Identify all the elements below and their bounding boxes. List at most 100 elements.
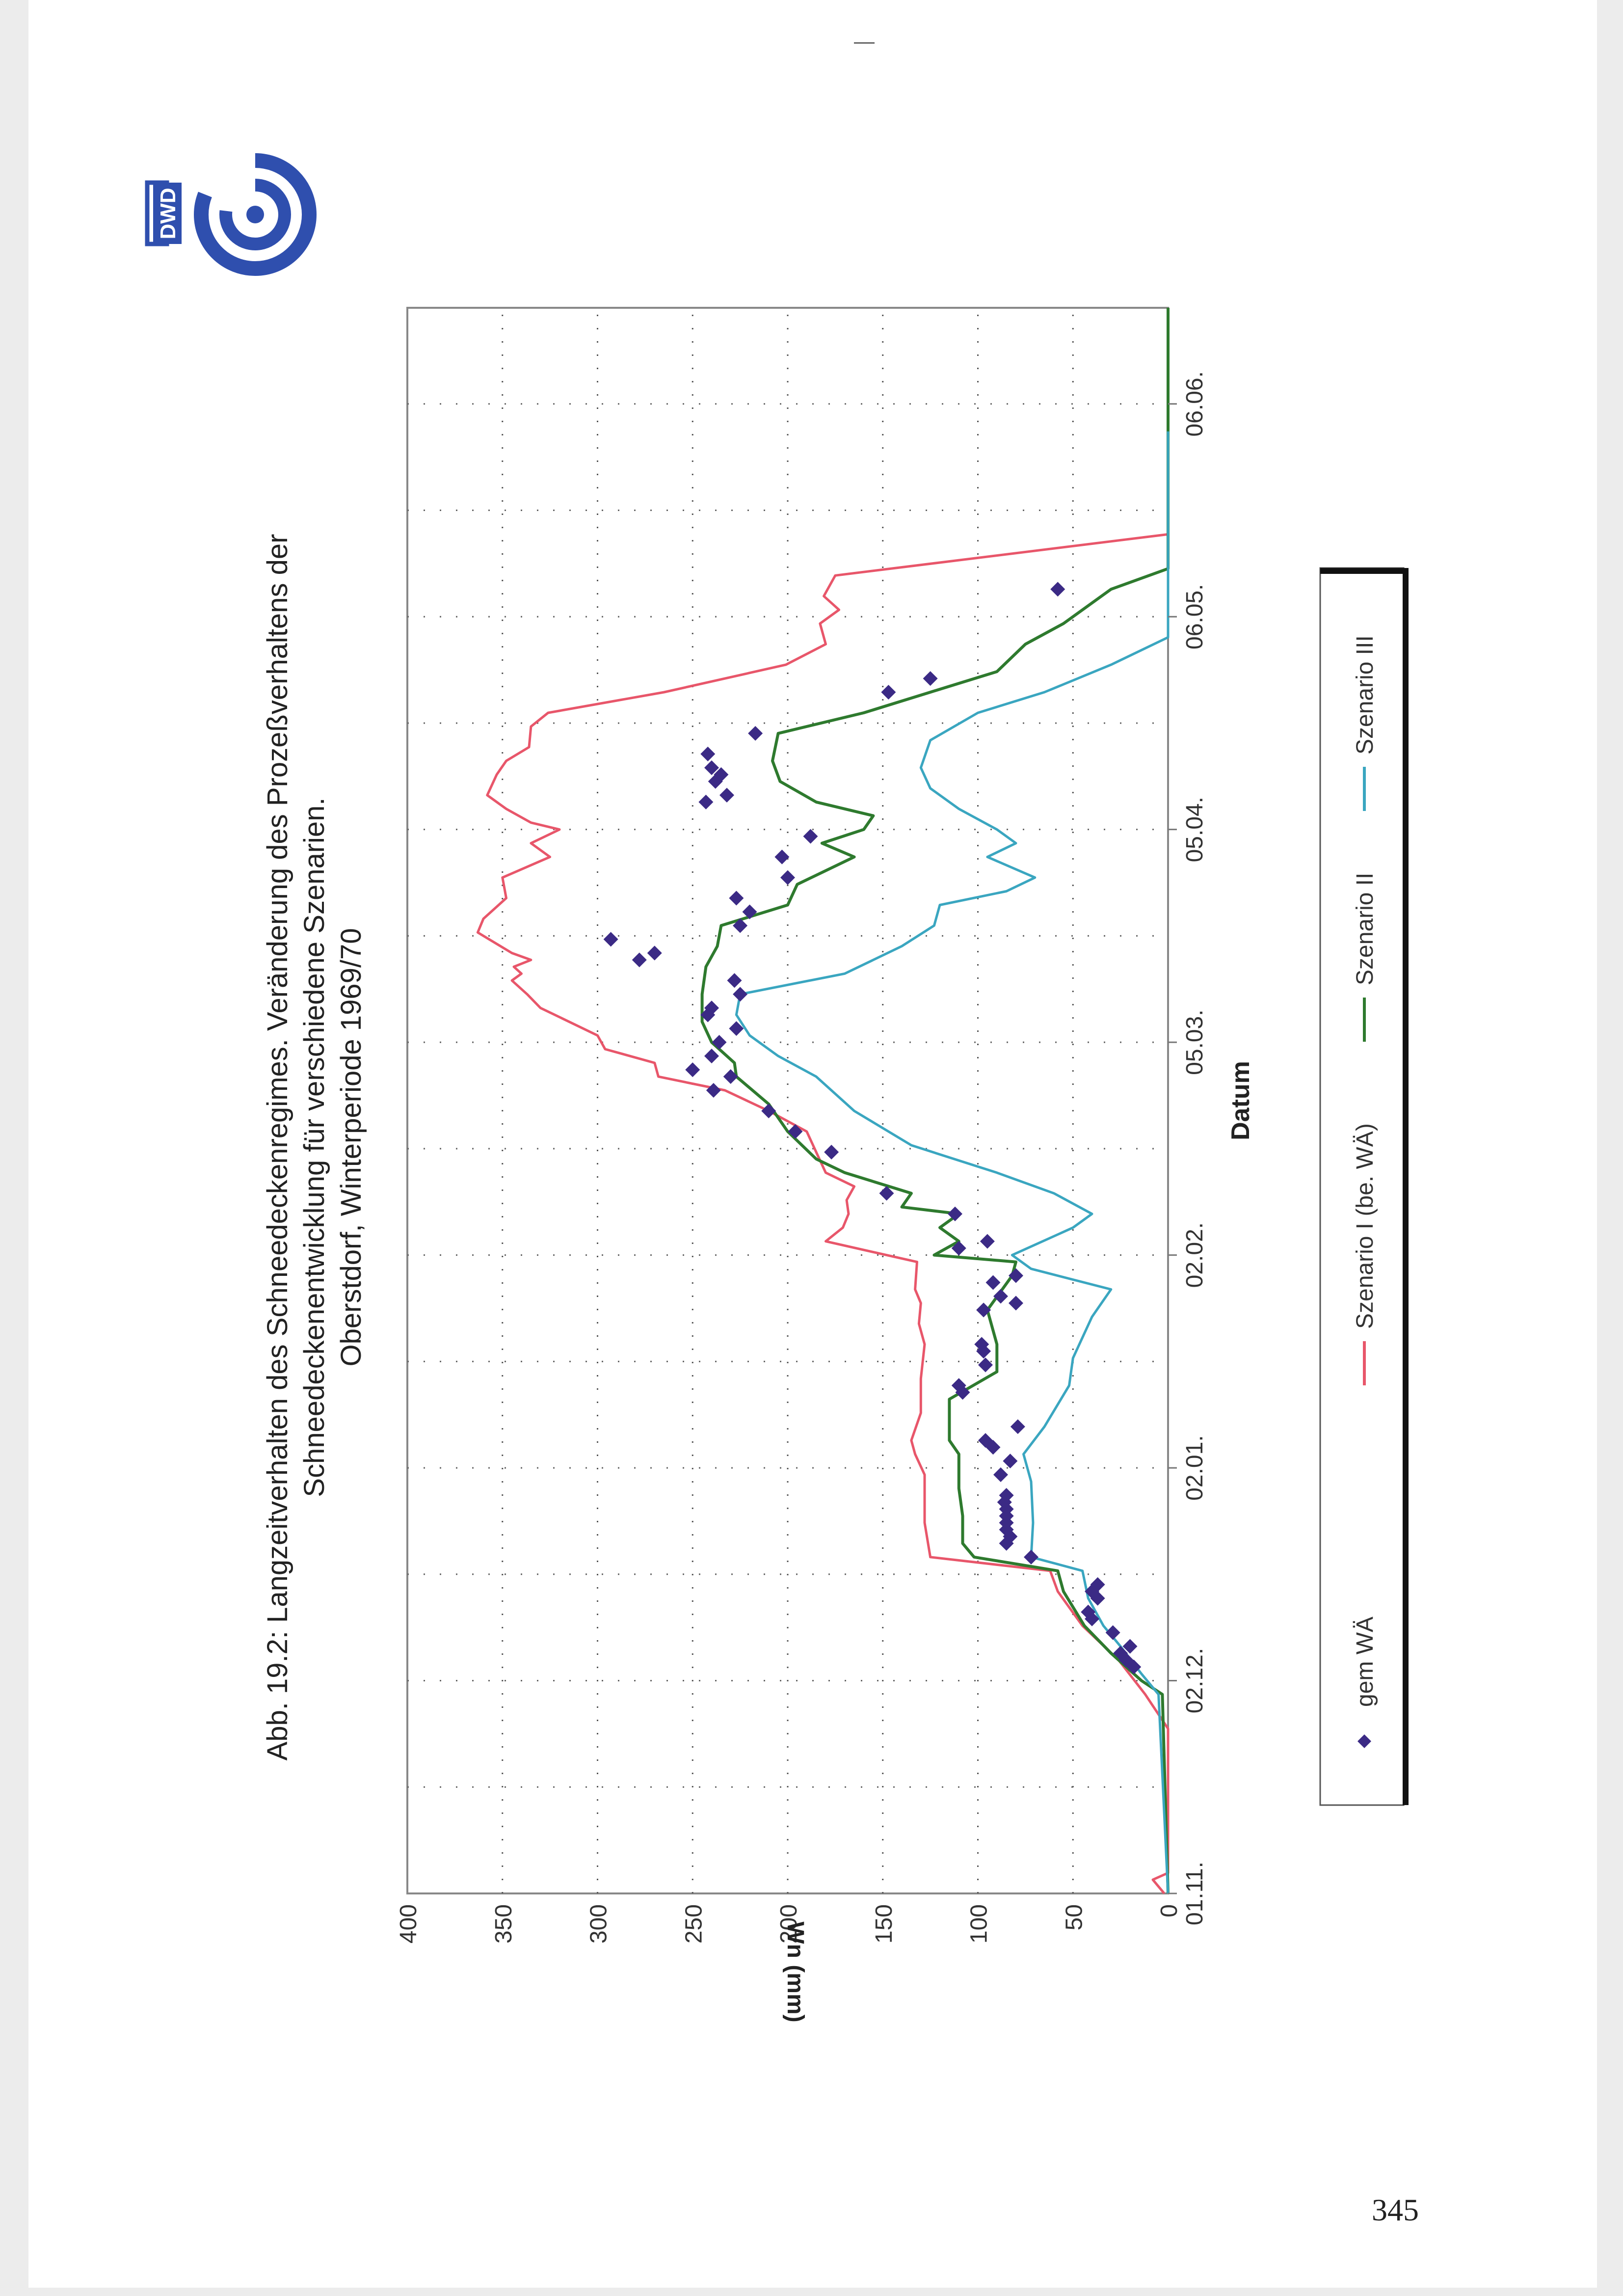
legend-item-szenario-2-label: Szenario II: [1352, 873, 1378, 985]
gem-wa-point: [729, 1021, 744, 1036]
gem-wa-point: [999, 1536, 1014, 1551]
gem-wa-point: [803, 829, 818, 844]
y-axis-label: Wn (mm): [782, 1921, 808, 2022]
gem-wa-point: [985, 1275, 1001, 1290]
gem-wa-point: [761, 1103, 776, 1118]
gem-wa-point: [1050, 582, 1065, 597]
y-tick-label: 400: [396, 1904, 422, 1944]
x-tick-label: 06.05.: [1182, 584, 1208, 649]
gem-wa-point: [788, 1124, 803, 1139]
gem-wa-point: [774, 849, 790, 864]
gem-wa-point: [632, 952, 647, 968]
series-line-szenario-3: [735, 431, 1170, 1894]
series-line-szenario-1: [476, 308, 1170, 1894]
gem-wa-point: [951, 1378, 966, 1393]
gem-wa-point: [685, 1062, 700, 1078]
title-line-3: Oberstdorf, Winterperiode 1969/70: [335, 928, 367, 1366]
gem-wa-point: [748, 726, 763, 741]
gem-wa-point: [1113, 1646, 1128, 1661]
gem-wa-point: [1090, 1577, 1105, 1592]
logo-center: [246, 206, 264, 223]
y-tick-label: 200: [776, 1904, 802, 1944]
gem-wa-point: [999, 1488, 1014, 1503]
y-tick-label: 50: [1061, 1904, 1087, 1930]
gem-wa-point: [714, 767, 729, 782]
y-tick-label: 250: [681, 1904, 707, 1944]
gem-wa-point: [742, 904, 757, 919]
gem-wa-point: [723, 1069, 738, 1084]
gem-wa-point: [733, 918, 748, 933]
gem-wa-point: [1085, 1611, 1099, 1626]
gem-wa-point: [1122, 1639, 1138, 1654]
gem-wa-point: [955, 1385, 970, 1400]
x-axis-label: Datum: [1226, 1061, 1255, 1140]
gem-wa-point: [976, 1302, 991, 1318]
gem-wa-point: [974, 1337, 989, 1352]
gem-wa-point: [1010, 1419, 1025, 1434]
gem-wa-point: [698, 794, 714, 810]
gem-wa-point: [704, 1000, 719, 1016]
figure-title: Abb. 19.2: Langzeitverhalten des Schneed…: [262, 534, 367, 1761]
gem-wa-point: [1003, 1454, 1018, 1469]
x-tick-label: 05.04.: [1182, 797, 1208, 862]
legend-item-szenario-1-label: Szenario I (be. WÄ): [1352, 1123, 1378, 1329]
gem-wa-point: [719, 787, 734, 803]
y-tick-label: 100: [966, 1904, 992, 1944]
logo-text: DWD: [156, 188, 180, 239]
legend-item-szenario-3-label: Szenario III: [1352, 635, 1378, 755]
page-number: 345: [1372, 2192, 1419, 2227]
logo-spiral-outer: [194, 153, 317, 276]
x-tick-label: 05.03.: [1182, 1009, 1208, 1075]
gem-wa-point: [1009, 1296, 1023, 1311]
gem-wa-point: [704, 760, 719, 775]
x-tick-label: 02.02.: [1182, 1222, 1208, 1288]
gem-wa-point: [727, 973, 742, 988]
y-tick-label: 300: [586, 1904, 612, 1944]
title-line-1: Abb. 19.2: Langzeitverhalten des Schneed…: [262, 534, 293, 1761]
x-tick-label: 06.06.: [1182, 371, 1208, 436]
gem-wa-point: [980, 1234, 995, 1249]
dwd-logo: DWD: [145, 153, 317, 276]
gem-wa-point: [780, 870, 795, 885]
x-tick-label: 01.11.: [1182, 1862, 1208, 1925]
gem-wa-point: [978, 1357, 993, 1373]
gem-wa-point: [704, 1049, 719, 1064]
gem-wa-point: [733, 987, 748, 1002]
gem-wa-point: [729, 891, 744, 906]
legend-item-gem-wa-marker: [1357, 1734, 1371, 1748]
gem-wa-point: [712, 1035, 727, 1050]
y-tick-label: 0: [1156, 1904, 1182, 1918]
gem-wa-point: [993, 1289, 1008, 1304]
chart-legend: gem WÄ Szenario I (be. WÄ) Szenario II Szen…: [1319, 567, 1409, 1806]
logo-spiral-inner: [219, 179, 291, 250]
gem-wa-point: [1105, 1625, 1120, 1640]
y-tick-label: 150: [871, 1904, 897, 1944]
series-line-szenario-2: [700, 308, 1170, 1894]
logo-bar: [153, 183, 182, 244]
gem-wa-point: [1085, 1584, 1099, 1599]
chart-axes: 0 50 100 150 200 250 300 350 400 01.11. 02.12. 02.0…: [396, 371, 1208, 1944]
gem-wa-point: [1081, 1604, 1096, 1620]
gem-wa-point: [993, 1467, 1008, 1483]
gem-wa-point: [824, 1144, 839, 1160]
gem-wa-point: [647, 945, 662, 961]
gem-wa-point: [951, 1241, 966, 1256]
legend-shadow-bottom: [1403, 568, 1409, 1805]
gem-wa-point: [978, 1433, 993, 1448]
gem-wa-point: [603, 932, 618, 947]
title-line-2: Schneedeckenentwicklung für verschiedene…: [298, 797, 330, 1497]
gem-wa-point: [1024, 1549, 1038, 1565]
header-dash: [854, 42, 875, 44]
gem-wa-point: [881, 685, 896, 700]
gem-wa-point: [1126, 1659, 1142, 1675]
gem-wa-point: [700, 746, 716, 761]
gem-wa-point: [879, 1186, 894, 1201]
legend-item-gem-wa-label: gem WÄ: [1352, 1617, 1378, 1707]
gem-wa-point: [706, 1083, 721, 1098]
x-tick-label: 02.01.: [1182, 1435, 1208, 1500]
chart-plot: [406, 307, 1170, 1894]
y-tick-label: 350: [491, 1904, 517, 1944]
gem-wa-point: [923, 671, 938, 686]
